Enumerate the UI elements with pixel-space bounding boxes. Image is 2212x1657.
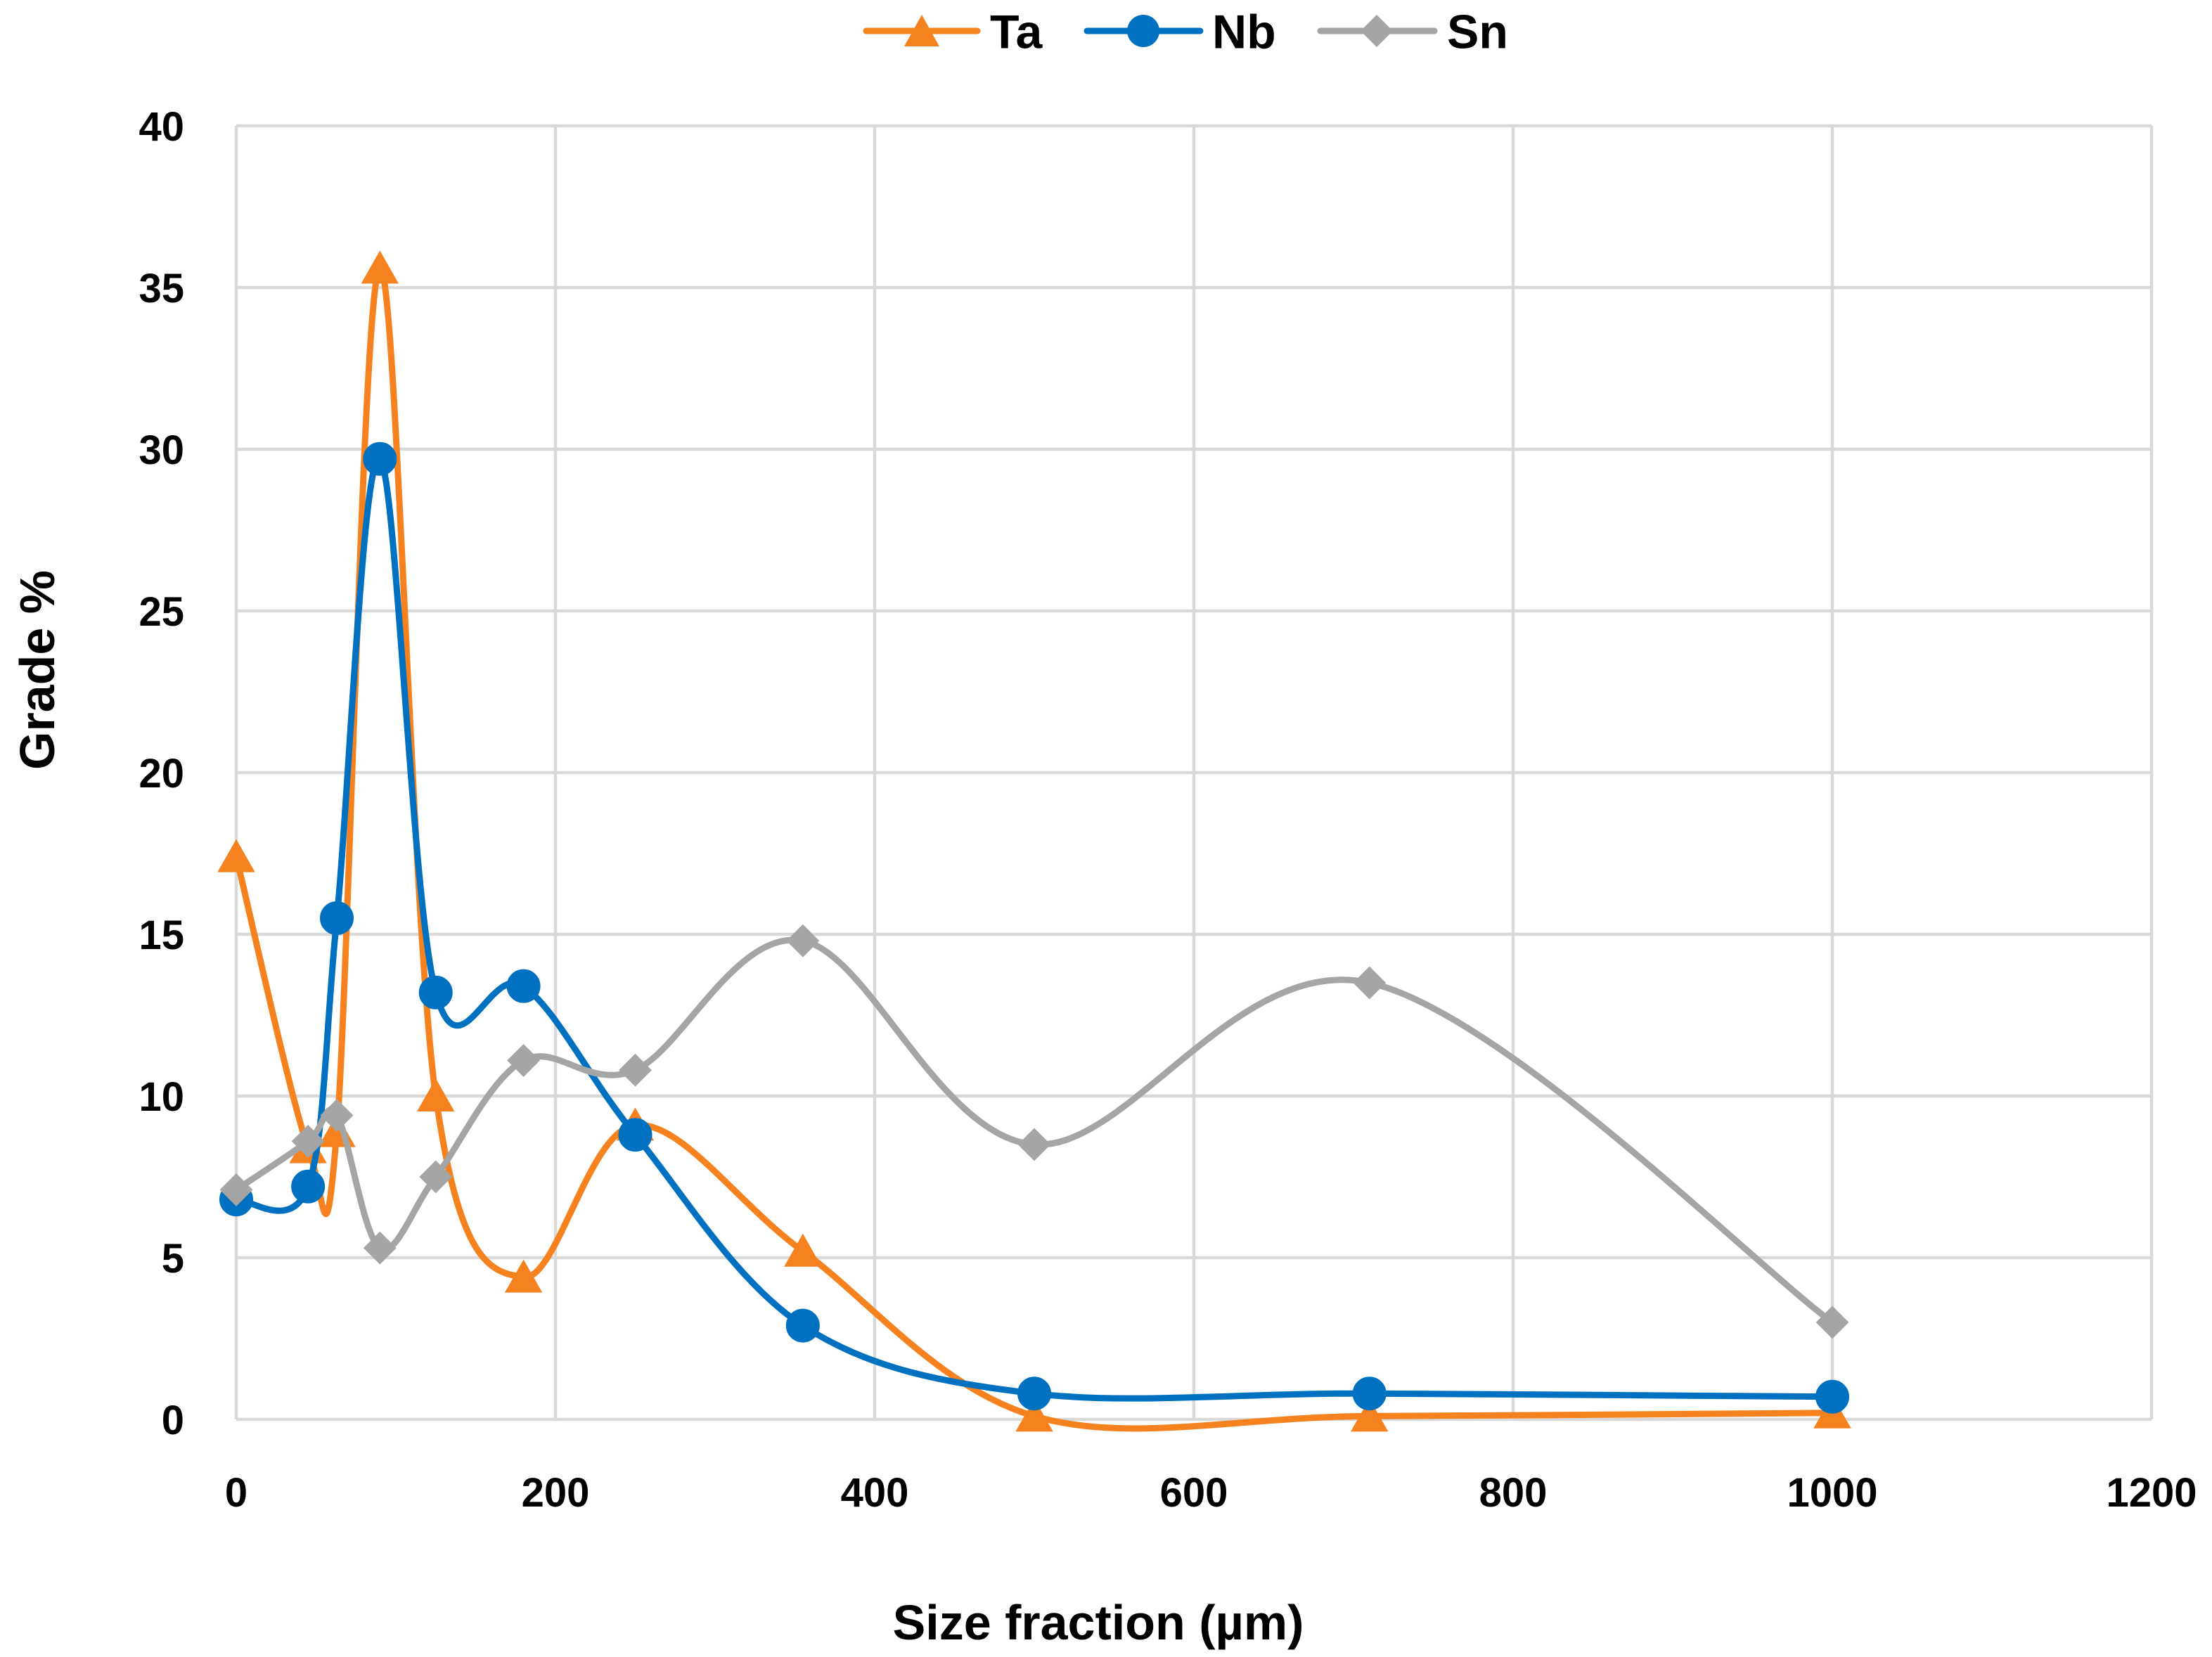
data-point-nb [785,1308,820,1343]
data-point-sn [1815,1305,1849,1339]
data-point-sn [786,924,820,958]
data-point-sn [320,1099,354,1133]
gridlines [234,124,2154,1421]
x-tick-label: 400 [841,1470,909,1516]
y-tick-label: 15 [139,913,184,958]
data-point-sn [363,1231,397,1265]
data-point-sn [1017,1128,1051,1161]
data-point-sn [619,1053,652,1087]
series-sn [219,924,1849,1339]
data-point-nb [618,1118,652,1152]
y-tick-label: 10 [139,1074,184,1120]
data-point-sn [507,1043,541,1077]
series-group [217,250,1851,1432]
data-point-nb [320,901,354,935]
x-tick-label: 0 [225,1470,247,1516]
x-tick-label: 1000 [1787,1470,1877,1516]
y-tick-label: 25 [139,589,184,635]
x-tick-label: 800 [1479,1470,1548,1516]
data-point-sn [291,1124,325,1158]
data-point-ta [1350,1398,1389,1432]
data-point-ta [784,1233,822,1267]
data-point-sn [1353,966,1387,1000]
y-tick-label: 30 [139,427,184,473]
y-tick-label: 40 [139,104,184,150]
x-tick-label: 1200 [2106,1470,2197,1516]
data-point-sn [419,1160,453,1194]
y-tick-label: 35 [139,266,184,311]
series-ta [217,250,1851,1432]
legend: Ta Nb Sn [863,5,1508,58]
x-tick-label: 200 [522,1470,590,1516]
data-point-nb [1352,1376,1387,1411]
y-tick-label: 0 [162,1398,184,1443]
data-point-nb [506,969,541,1003]
data-point-nb [1017,1376,1051,1411]
x-axis-title: Size fraction (µm) [893,1595,1304,1650]
y-tick-label: 20 [139,751,184,797]
data-point-ta [1015,1398,1053,1432]
legend-label-nb: Nb [1212,5,1276,58]
x-tick-label: 600 [1160,1470,1228,1516]
data-point-nb [291,1169,326,1204]
series-line-sn [233,936,1836,1326]
data-point-ta [361,250,399,284]
data-point-nb [418,975,453,1010]
data-point-nb [1815,1379,1849,1414]
legend-marker-sn [1361,15,1393,47]
legend-marker-ta [904,15,939,46]
data-point-ta [504,1259,543,1293]
legend-marker-nb [1127,15,1159,47]
y-tick-label: 5 [162,1236,184,1282]
data-point-ta [417,1078,455,1111]
series-nb [219,441,1849,1414]
data-point-ta [217,839,255,872]
legend-item-nb: Nb [1084,5,1276,58]
legend-label-sn: Sn [1447,5,1508,58]
data-point-sn [219,1173,253,1206]
series-line-ta [233,264,1836,1432]
legend-label-ta: Ta [990,5,1043,58]
data-point-nb [363,441,397,476]
legend-item-sn: Sn [1317,5,1508,58]
y-axis-title: Grade % [10,570,65,770]
legend-item-ta: Ta [863,5,1043,58]
